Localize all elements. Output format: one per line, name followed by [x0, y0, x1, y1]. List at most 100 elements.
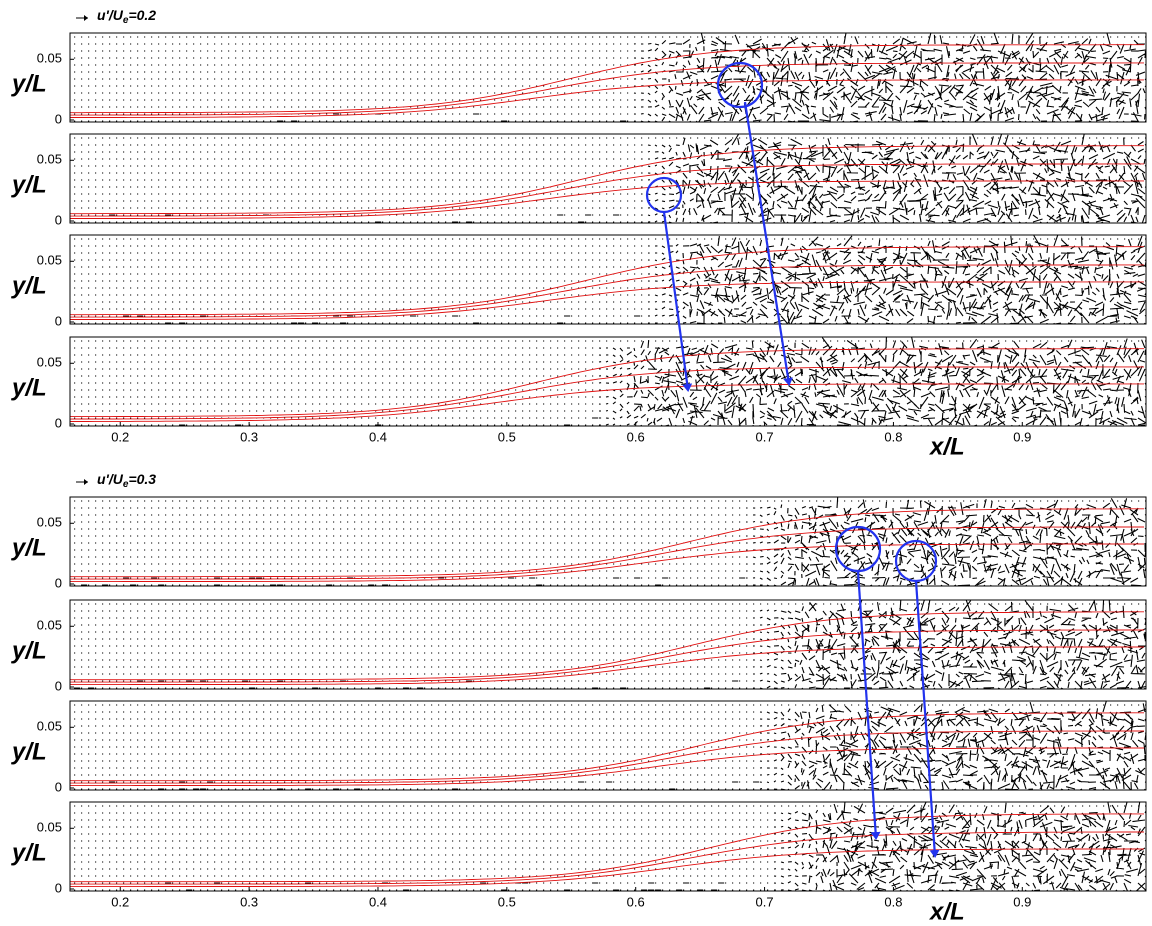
vector-field — [74, 235, 1146, 324]
y-tick-label: 0.05 — [37, 515, 62, 530]
x-tick-label: 0.9 — [1013, 429, 1031, 444]
streamline — [70, 145, 1144, 215]
x-tick-label: 0.4 — [369, 894, 387, 909]
reference-arrowhead — [84, 15, 88, 21]
y-axis-label: y/L — [11, 70, 47, 97]
reference-label: u'/Ue=0.3 — [97, 471, 156, 490]
streamline — [70, 62, 1144, 116]
y-tick-label: 0 — [55, 779, 62, 794]
vector-field — [74, 497, 1146, 586]
y-tick-label: 0.05 — [37, 253, 62, 268]
convection-arrow — [856, 570, 881, 840]
y-axis-label: y/L — [11, 839, 47, 866]
panel: 0 0.05 y/L — [11, 599, 1147, 693]
x-tick-label: 0.8 — [884, 894, 902, 909]
annotations — [645, 61, 940, 858]
x-tick-label: 0.9 — [1013, 894, 1031, 909]
streamline — [70, 831, 1144, 885]
streamline — [70, 79, 1144, 118]
convection-arrow — [662, 211, 693, 392]
streamline — [70, 366, 1144, 420]
x-axis-label: x/L — [928, 433, 965, 460]
streamline — [70, 526, 1144, 580]
plot-frame — [69, 700, 1147, 791]
reference-value: =0.2 — [128, 7, 156, 23]
reference-subscript: e — [123, 479, 129, 490]
streamline — [70, 246, 1144, 316]
panels: 00.05y/Lu'/Ue=0.200.05y/L00.05y/L00.05y/… — [11, 7, 1147, 925]
x-tick-label: 0.7 — [756, 894, 774, 909]
vector-field — [74, 33, 1146, 122]
streamline — [70, 730, 1144, 784]
y-axis-label: y/L — [11, 637, 47, 664]
streamline — [70, 44, 1144, 114]
streamline — [70, 163, 1144, 217]
convection-arrow — [743, 101, 794, 386]
vector-field — [74, 600, 1146, 689]
vector-field — [74, 701, 1146, 790]
panel: 0 0.05 y/L — [11, 133, 1147, 227]
y-tick-label: 0 — [55, 415, 62, 430]
streamline — [70, 848, 1144, 888]
x-axis-label: x/L — [928, 898, 965, 925]
streamline — [70, 383, 1144, 422]
reference-text: u'/U — [97, 471, 124, 487]
reference-text: u'/U — [97, 7, 124, 23]
x-tick-label: 0.5 — [498, 429, 516, 444]
x-tick-label: 0.8 — [884, 429, 902, 444]
streamline — [70, 813, 1144, 883]
vortex-marker — [716, 61, 764, 109]
y-tick-label: 0.05 — [37, 355, 62, 370]
x-tick-label: 0.5 — [498, 894, 516, 909]
streamline — [70, 712, 1144, 782]
y-axis-label: y/L — [11, 272, 47, 299]
y-tick-label: 0.05 — [37, 820, 62, 835]
y-tick-label: 0.05 — [37, 51, 62, 66]
streamline — [70, 508, 1144, 578]
plot-frame — [69, 32, 1147, 123]
x-tick-label: 0.3 — [240, 894, 258, 909]
plot-frame — [69, 336, 1147, 427]
x-tick-label: 0.2 — [111, 894, 129, 909]
plot-frame — [69, 133, 1147, 224]
panel: 0 0.05 y/L 0.2 0.3 0.4 0.5 0.6 0.7 0.8 0.9 x/L — [11, 801, 1147, 925]
reference-subscript: e — [123, 15, 129, 26]
streamline — [70, 281, 1144, 320]
plot-frame — [69, 599, 1147, 690]
reference-value: =0.3 — [128, 471, 156, 487]
streamline — [70, 348, 1144, 418]
panel: 0 0.05 y/L — [11, 234, 1147, 328]
streamline — [70, 180, 1144, 219]
y-tick-label: 0.05 — [37, 618, 62, 633]
y-tick-label: 0 — [55, 678, 62, 693]
streamline — [70, 646, 1144, 686]
y-tick-label: 0 — [55, 111, 62, 126]
panel: 0 0.05 y/L 0.2 0.3 0.4 0.5 0.6 0.7 0.8 0.9 x/L — [11, 336, 1147, 460]
y-tick-label: 0 — [55, 880, 62, 895]
y-axis-label: y/L — [11, 171, 47, 198]
x-tick-label: 0.6 — [627, 894, 645, 909]
x-tick-label: 0.6 — [627, 429, 645, 444]
convection-arrow — [914, 580, 940, 858]
x-tick-label: 0.2 — [111, 429, 129, 444]
y-tick-label: 0.05 — [37, 152, 62, 167]
panel: 0 0.05 y/L — [11, 700, 1147, 794]
panel: 0 0.05 y/L u'/Ue=0.2 — [11, 7, 1147, 126]
y-axis-label: y/L — [11, 534, 47, 561]
plot-frame — [69, 801, 1147, 892]
streamline — [70, 543, 1144, 583]
reference-label: u'/Ue=0.2 — [97, 7, 156, 26]
plot-frame — [69, 496, 1147, 587]
reference-arrowhead — [84, 479, 88, 485]
panel: 0 0.05 y/L u'/Ue=0.3 — [11, 471, 1147, 590]
streamline — [70, 264, 1144, 318]
streamline — [70, 611, 1144, 681]
y-tick-label: 0 — [55, 212, 62, 227]
y-tick-label: 0 — [55, 313, 62, 328]
x-tick-label: 0.3 — [240, 429, 258, 444]
vector-field — [74, 337, 1146, 426]
vector-field — [74, 802, 1146, 891]
y-tick-label: 0.05 — [37, 719, 62, 734]
vector-field — [74, 134, 1146, 223]
